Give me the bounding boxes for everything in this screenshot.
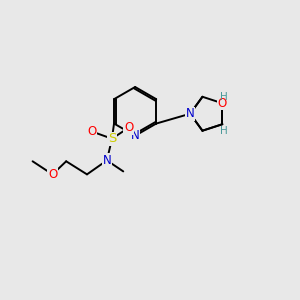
Text: O: O <box>124 121 133 134</box>
Text: N: N <box>131 129 140 142</box>
Text: O: O <box>218 97 227 110</box>
Text: O: O <box>48 168 57 181</box>
Text: H: H <box>220 92 228 102</box>
Text: H: H <box>220 126 228 136</box>
Text: S: S <box>108 132 116 145</box>
Text: N: N <box>103 154 111 167</box>
Text: N: N <box>186 107 194 120</box>
Text: O: O <box>87 125 97 138</box>
